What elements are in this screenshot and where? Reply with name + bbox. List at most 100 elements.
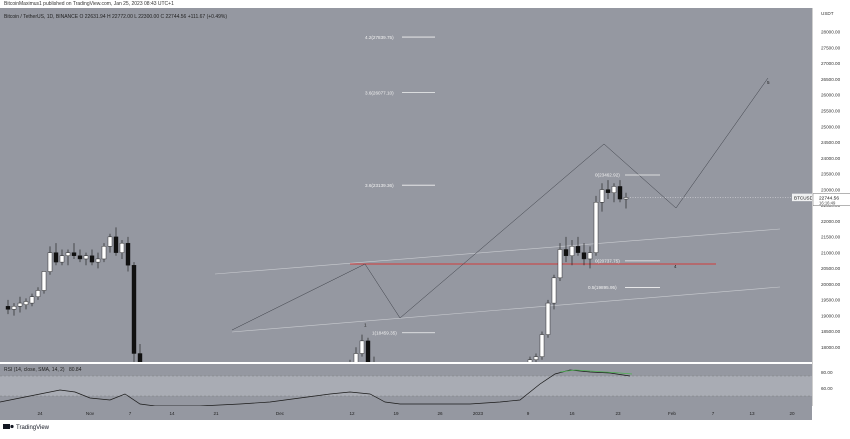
candle-body bbox=[131, 265, 137, 354]
candle-body bbox=[137, 353, 143, 362]
candle-body bbox=[365, 340, 371, 362]
price-tick-label: 19000.00 bbox=[821, 313, 841, 318]
candle-body bbox=[359, 340, 365, 354]
price-tag-box bbox=[812, 193, 850, 206]
price-axis-currency: USDT bbox=[821, 11, 834, 16]
price-tick-label: 25000.00 bbox=[821, 124, 841, 129]
time-axis-label: 9 bbox=[527, 411, 530, 416]
price-tick-label: 23000.00 bbox=[821, 187, 841, 192]
price-tick-label: 20500.00 bbox=[821, 266, 841, 271]
price-tick-label: 27000.00 bbox=[821, 61, 841, 66]
candle-body bbox=[593, 202, 599, 253]
tradingview-logo: TradingView bbox=[3, 424, 50, 431]
time-axis[interactable]: 24 Nov 7 14 21 Dec 12 19 26 2023 9 16 23 Feb 7 13 20 bbox=[0, 406, 812, 420]
candle-body bbox=[71, 252, 77, 256]
candle-body bbox=[107, 236, 113, 247]
candle-body bbox=[611, 186, 617, 193]
fib-level-label: 3.6(23139.36) bbox=[365, 183, 394, 188]
price-tick-label: 21000.00 bbox=[821, 250, 841, 255]
candle-body bbox=[65, 252, 71, 256]
fib-level-label: 0(20737.75) bbox=[595, 259, 620, 264]
price-axis[interactable]: USDT 28000.00 27500.00 27000.00 26500.00 2600… bbox=[788, 8, 850, 406]
candle-body bbox=[581, 252, 587, 260]
fib-level-label: 1(18459.35) bbox=[372, 330, 397, 335]
rsi-chart bbox=[0, 369, 812, 406]
footer: TradingView bbox=[0, 420, 850, 434]
upper-channel-line bbox=[214, 228, 781, 275]
time-axis-label: Dec bbox=[276, 411, 285, 416]
candle-body bbox=[11, 306, 17, 310]
candle-body bbox=[533, 356, 539, 361]
candle-body bbox=[617, 186, 623, 200]
price-tick-label: 20000.00 bbox=[821, 282, 841, 287]
symbol-tag-bg bbox=[792, 193, 812, 202]
candle-body bbox=[353, 353, 359, 362]
rsi-line bbox=[0, 369, 631, 406]
price-tick-label: 25500.00 bbox=[821, 109, 841, 114]
rsi-tick-label: 80.00 bbox=[821, 370, 833, 375]
rsi-value: 80.84 bbox=[68, 367, 82, 373]
price-axis-svg: USDT 28000.00 27500.00 27000.00 26500.00 2600… bbox=[788, 11, 850, 391]
candle-body bbox=[539, 334, 545, 357]
wave-label: 5 bbox=[767, 80, 770, 85]
time-axis-svg: 24 Nov 7 14 21 Dec 12 19 26 2023 9 16 23 Feb 7 13 20 bbox=[37, 411, 795, 416]
candle-body bbox=[35, 290, 41, 297]
logo-dot-icon bbox=[10, 424, 14, 429]
lower-channel-line bbox=[231, 286, 781, 333]
time-axis-label: 19 bbox=[393, 411, 399, 416]
price-tick-label: 27500.00 bbox=[821, 45, 841, 50]
candlestick-chart[interactable]: 4.2(27839.75) 3.6(26077.10) 0(23462.92) 3.6… bbox=[0, 8, 812, 362]
time-axis-label: 21 bbox=[213, 411, 219, 416]
fib-level-label: 3.6(26077.10) bbox=[365, 90, 394, 95]
price-tick-label: 19500.00 bbox=[821, 298, 841, 303]
candle-body bbox=[599, 189, 605, 203]
price-tick-label: 24000.00 bbox=[821, 156, 841, 161]
candle-body bbox=[623, 197, 629, 200]
candle-body bbox=[527, 359, 533, 362]
candle-body bbox=[575, 246, 581, 253]
candle-body bbox=[95, 258, 101, 263]
price-tick-label: 21500.00 bbox=[821, 235, 841, 240]
price-tag-value: 22744.56 bbox=[819, 195, 839, 201]
price-tag-symbol: BTCUSDT bbox=[794, 195, 812, 200]
time-axis-label: 14 bbox=[169, 411, 175, 416]
candle-body bbox=[605, 189, 611, 193]
price-tick-label: 26000.00 bbox=[821, 93, 841, 98]
wave-label: 1 bbox=[364, 323, 367, 328]
candle-body bbox=[101, 246, 107, 260]
time-axis-label: 23 bbox=[615, 411, 621, 416]
candle-body bbox=[125, 242, 131, 266]
time-axis-label: 24 bbox=[37, 411, 43, 416]
footer-brand: TradingView bbox=[16, 425, 50, 431]
candle-body bbox=[23, 301, 29, 305]
candle-body bbox=[89, 255, 95, 263]
rsi-band bbox=[0, 376, 812, 396]
candle-body bbox=[563, 249, 569, 256]
price-tick-label: 22000.00 bbox=[821, 219, 841, 224]
rsi-overbought-segment bbox=[559, 369, 633, 375]
symbol-line: Bitcoin / TetherUS, 1D, BINANCE O 22631.… bbox=[4, 14, 228, 20]
price-tick-label: 26500.00 bbox=[821, 77, 841, 82]
time-axis-label: 2023 bbox=[473, 411, 484, 416]
logo-mark-icon bbox=[3, 424, 10, 429]
fib-level-label: 0(23462.92) bbox=[595, 173, 620, 178]
rsi-pane[interactable]: RSI (14, close, SMA, 14, 2) 80.84 bbox=[0, 364, 812, 406]
rsi-label: RSI (14, close, SMA, 14, 2) bbox=[4, 367, 65, 373]
time-axis-label: 16 bbox=[569, 411, 575, 416]
fib-level-label: 4.2(27839.75) bbox=[365, 35, 394, 40]
price-tick-label: 23500.00 bbox=[821, 172, 841, 177]
candle-body bbox=[5, 306, 11, 310]
time-axis-label: 7 bbox=[712, 411, 715, 416]
candle-body bbox=[587, 252, 593, 260]
rsi-tick-label: 60.00 bbox=[821, 386, 833, 391]
candle-body bbox=[557, 249, 563, 279]
price-chart[interactable]: 4.2(27839.75) 3.6(26077.10) 0(23462.92) 3.6… bbox=[0, 8, 812, 362]
candle-body bbox=[113, 236, 119, 253]
candle-body bbox=[119, 242, 125, 253]
candle-body bbox=[17, 302, 23, 307]
candle-body bbox=[83, 255, 89, 260]
candle-body bbox=[29, 296, 35, 304]
wave-label: 4 bbox=[674, 264, 677, 269]
candle-body bbox=[569, 246, 575, 256]
time-axis-label: 12 bbox=[349, 411, 355, 416]
